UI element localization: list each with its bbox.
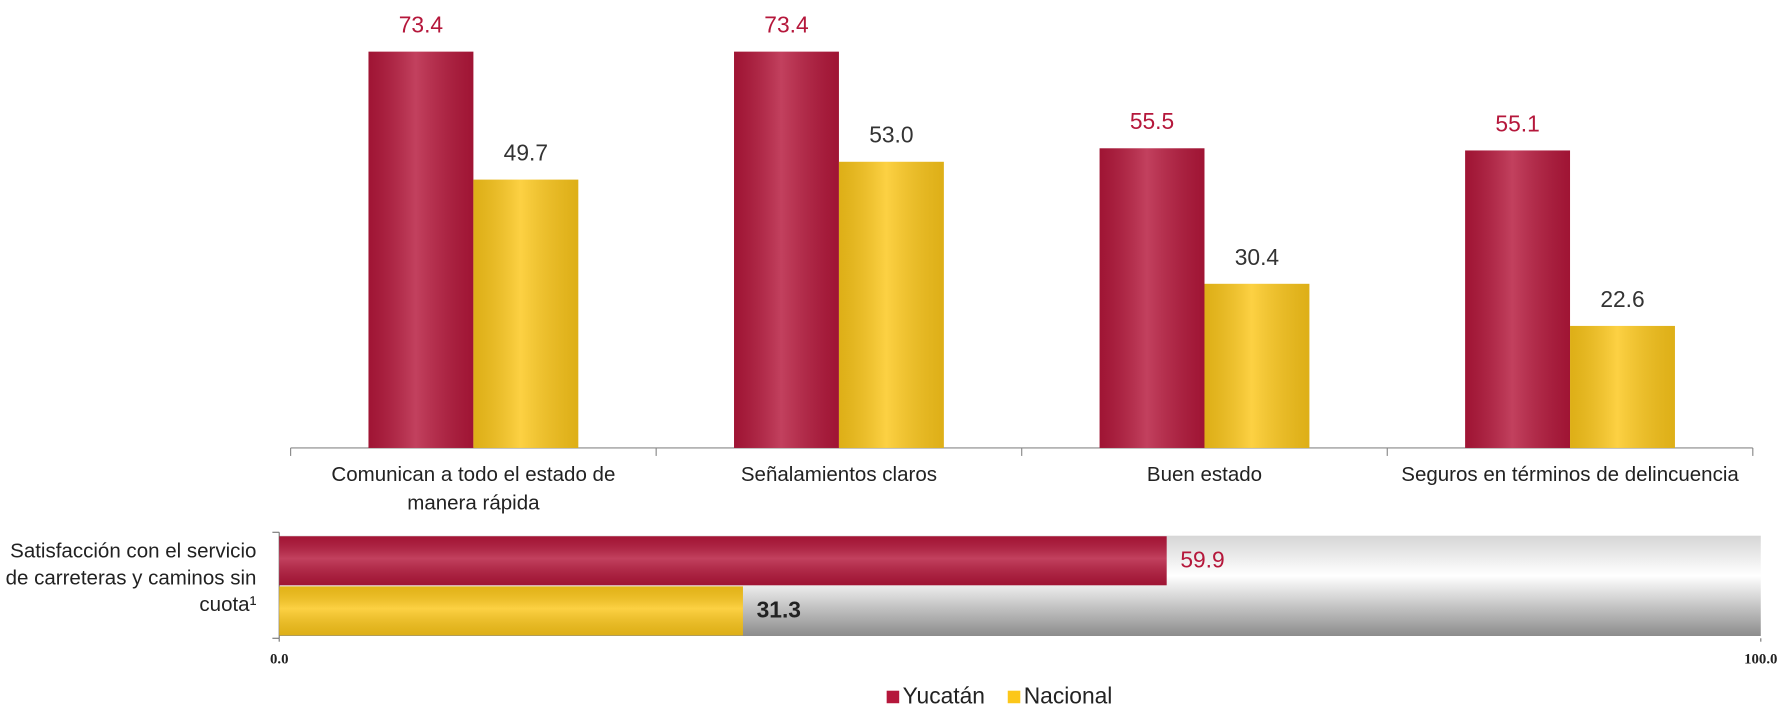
x-tick-label: Señalamientos claros: [740, 462, 938, 486]
value-label: 22.6: [1600, 286, 1644, 312]
bar-shine: [1099, 148, 1205, 448]
bar-shine: [734, 51, 839, 448]
y-tick-label-box: Satisfacción con el servicio de carreter…: [5, 539, 257, 616]
x-tick-label-box: Comunican a todo el estado de manera ráp…: [331, 462, 616, 515]
x-tick-label-box: Buen estado: [1146, 462, 1263, 486]
value-label: 59.9: [1180, 546, 1224, 572]
bar-shine: [279, 536, 1167, 586]
bar-shine: [368, 51, 474, 448]
x-tick-label: Seguros en términos de delincuencia: [1401, 462, 1739, 486]
x-tick-label-box: Señalamientos claros: [740, 462, 938, 486]
bar-shine: [1204, 283, 1310, 448]
legend-swatch: [886, 690, 900, 704]
x-tick-label: Buen estado: [1146, 462, 1263, 486]
bar-shine: [473, 179, 579, 448]
legend-label: Nacional: [1024, 683, 1113, 709]
x-tick-label: Comunican a todo el estado de manera ráp…: [331, 462, 616, 515]
value-label: 53.0: [869, 122, 913, 148]
value-label: 55.5: [1130, 108, 1174, 134]
bar-shine: [1465, 150, 1571, 448]
x-tick-label-box: Seguros en términos de delincuencia: [1401, 462, 1739, 486]
bar-shine: [279, 586, 743, 636]
legend-swatch: [1007, 690, 1021, 704]
x-tick-label: 0.0: [270, 651, 289, 667]
value-label: 73.4: [764, 12, 808, 38]
value-label: 73.4: [399, 12, 443, 38]
value-label: 49.7: [504, 140, 548, 166]
bar-shine: [838, 161, 944, 448]
value-label: 55.1: [1495, 110, 1539, 136]
x-tick-label: 100.0: [1744, 651, 1777, 667]
y-tick-label: Satisfacción con el servicio de carreter…: [5, 539, 257, 616]
legend-label: Yucatán: [903, 683, 985, 709]
bar-shine: [1570, 325, 1675, 448]
value-label: 31.3: [757, 597, 801, 623]
value-label: 30.4: [1235, 244, 1279, 270]
